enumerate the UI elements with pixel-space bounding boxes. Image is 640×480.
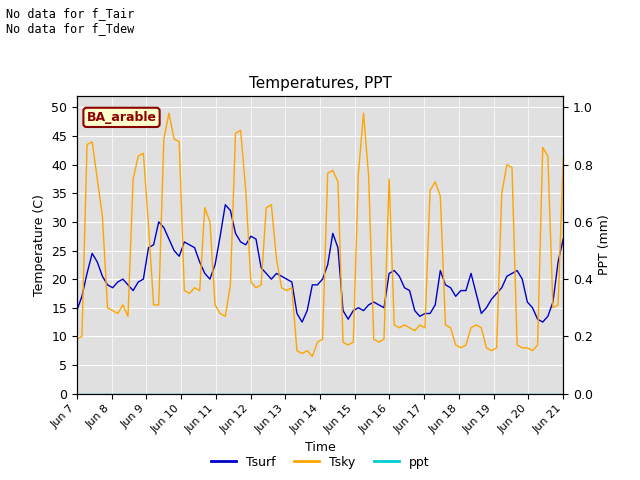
X-axis label: Time: Time	[305, 441, 335, 454]
Text: BA_arable: BA_arable	[86, 111, 157, 124]
Y-axis label: PPT (mm): PPT (mm)	[598, 215, 611, 275]
Text: No data for f_Tdew: No data for f_Tdew	[6, 22, 134, 35]
Legend: Tsurf, Tsky, ppt: Tsurf, Tsky, ppt	[205, 451, 435, 474]
Y-axis label: Temperature (C): Temperature (C)	[33, 194, 45, 296]
Title: Temperatures, PPT: Temperatures, PPT	[248, 76, 392, 91]
Text: No data for f_Tair: No data for f_Tair	[6, 7, 134, 20]
